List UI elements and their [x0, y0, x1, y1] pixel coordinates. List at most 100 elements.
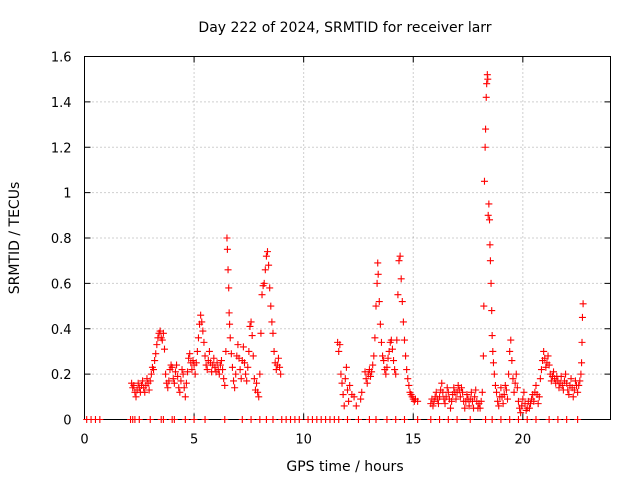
data-point-marker	[153, 341, 161, 349]
data-point-marker	[96, 416, 104, 423]
data-point-marker	[370, 352, 378, 360]
data-point-marker	[369, 361, 377, 369]
data-point-marker	[471, 393, 479, 401]
data-point-marker	[159, 416, 167, 423]
data-point-marker	[427, 416, 435, 423]
data-point-marker	[199, 327, 207, 335]
data-point-marker	[558, 381, 566, 389]
data-point-marker	[203, 366, 211, 374]
data-point-marker	[517, 409, 525, 417]
data-point-marker	[577, 370, 585, 378]
data-point-marker	[567, 375, 575, 383]
data-point-marker	[225, 284, 233, 292]
data-point-marker	[400, 336, 408, 344]
data-point-marker	[500, 391, 508, 399]
data-point-marker	[190, 416, 198, 423]
data-point-marker	[188, 366, 196, 374]
y-tick-label: 0	[63, 414, 71, 429]
data-point-marker	[383, 363, 391, 371]
data-point-marker	[245, 347, 253, 355]
data-point-marker	[486, 257, 494, 265]
data-point-marker	[228, 363, 236, 371]
data-point-marker	[482, 416, 490, 423]
data-point-marker	[380, 357, 388, 365]
data-point-marker	[448, 397, 456, 405]
data-point-marker	[484, 75, 492, 83]
data-point-marker	[485, 200, 493, 208]
data-point-marker	[512, 370, 520, 378]
data-point-marker	[513, 384, 521, 392]
data-point-marker	[256, 416, 264, 423]
data-point-marker	[534, 400, 542, 408]
data-point-marker	[247, 416, 255, 423]
data-point-marker	[414, 416, 422, 423]
data-point-marker	[230, 377, 238, 385]
data-point-marker	[216, 361, 224, 369]
data-point-marker	[486, 216, 494, 224]
data-point-marker	[545, 361, 553, 369]
chart-title: Day 222 of 2024, SRMTID for receiver lar…	[198, 20, 491, 36]
data-point-marker	[146, 416, 154, 423]
data-point-marker	[194, 334, 202, 342]
data-point-marker	[398, 298, 406, 306]
data-point-marker	[506, 347, 514, 355]
data-point-marker	[502, 386, 510, 394]
data-point-marker	[382, 370, 390, 378]
data-point-marker	[400, 416, 408, 423]
data-point-marker	[232, 370, 240, 378]
data-point-marker	[192, 359, 200, 367]
data-point-marker	[162, 370, 170, 378]
data-point-marker	[244, 363, 252, 371]
x-tick-label: 0	[80, 433, 88, 448]
data-point-marker	[391, 366, 399, 374]
data-point-marker	[179, 370, 187, 378]
data-point-marker	[178, 366, 186, 374]
data-point-marker	[483, 80, 491, 88]
grid-lines	[84, 56, 611, 420]
data-point-marker	[545, 416, 553, 423]
data-point-marker	[276, 363, 284, 371]
data-point-marker	[344, 386, 351, 394]
data-point-marker	[345, 397, 353, 405]
data-point-marker	[248, 332, 256, 340]
data-point-marker	[493, 388, 501, 396]
data-point-marker	[174, 372, 182, 380]
data-point-marker	[253, 379, 261, 387]
data-point-marker	[510, 388, 518, 396]
data-point-marker	[201, 416, 209, 423]
data-point-marker	[394, 291, 402, 299]
data-point-marker	[434, 400, 442, 408]
data-point-marker	[158, 336, 166, 344]
data-point-marker	[565, 391, 573, 399]
data-point-marker	[223, 234, 231, 242]
data-point-marker	[491, 381, 499, 389]
data-point-marker	[145, 386, 153, 394]
data-point-marker	[489, 359, 497, 367]
data-point-marker	[503, 395, 511, 403]
data-point-marker	[262, 416, 270, 423]
data-point-marker	[260, 279, 268, 287]
data-point-marker	[265, 261, 273, 269]
data-point-marker	[367, 372, 375, 380]
data-point-marker	[532, 416, 540, 423]
data-markers	[83, 71, 587, 423]
y-tick-label: 0.8	[51, 232, 72, 247]
data-point-marker	[344, 416, 351, 423]
data-point-marker	[480, 177, 488, 185]
data-point-marker	[384, 354, 392, 362]
data-point-marker	[176, 388, 184, 396]
data-point-marker	[550, 368, 558, 376]
data-point-marker	[193, 347, 201, 355]
data-point-marker	[261, 266, 269, 274]
data-point-marker	[402, 352, 410, 360]
data-point-marker	[268, 318, 276, 326]
data-point-marker	[250, 375, 258, 383]
data-point-marker	[205, 347, 213, 355]
data-point-marker	[337, 370, 345, 378]
data-point-marker	[563, 416, 571, 423]
data-point-marker	[535, 393, 543, 401]
data-point-marker	[371, 334, 379, 342]
data-point-marker	[497, 384, 505, 392]
data-point-marker	[519, 395, 527, 403]
